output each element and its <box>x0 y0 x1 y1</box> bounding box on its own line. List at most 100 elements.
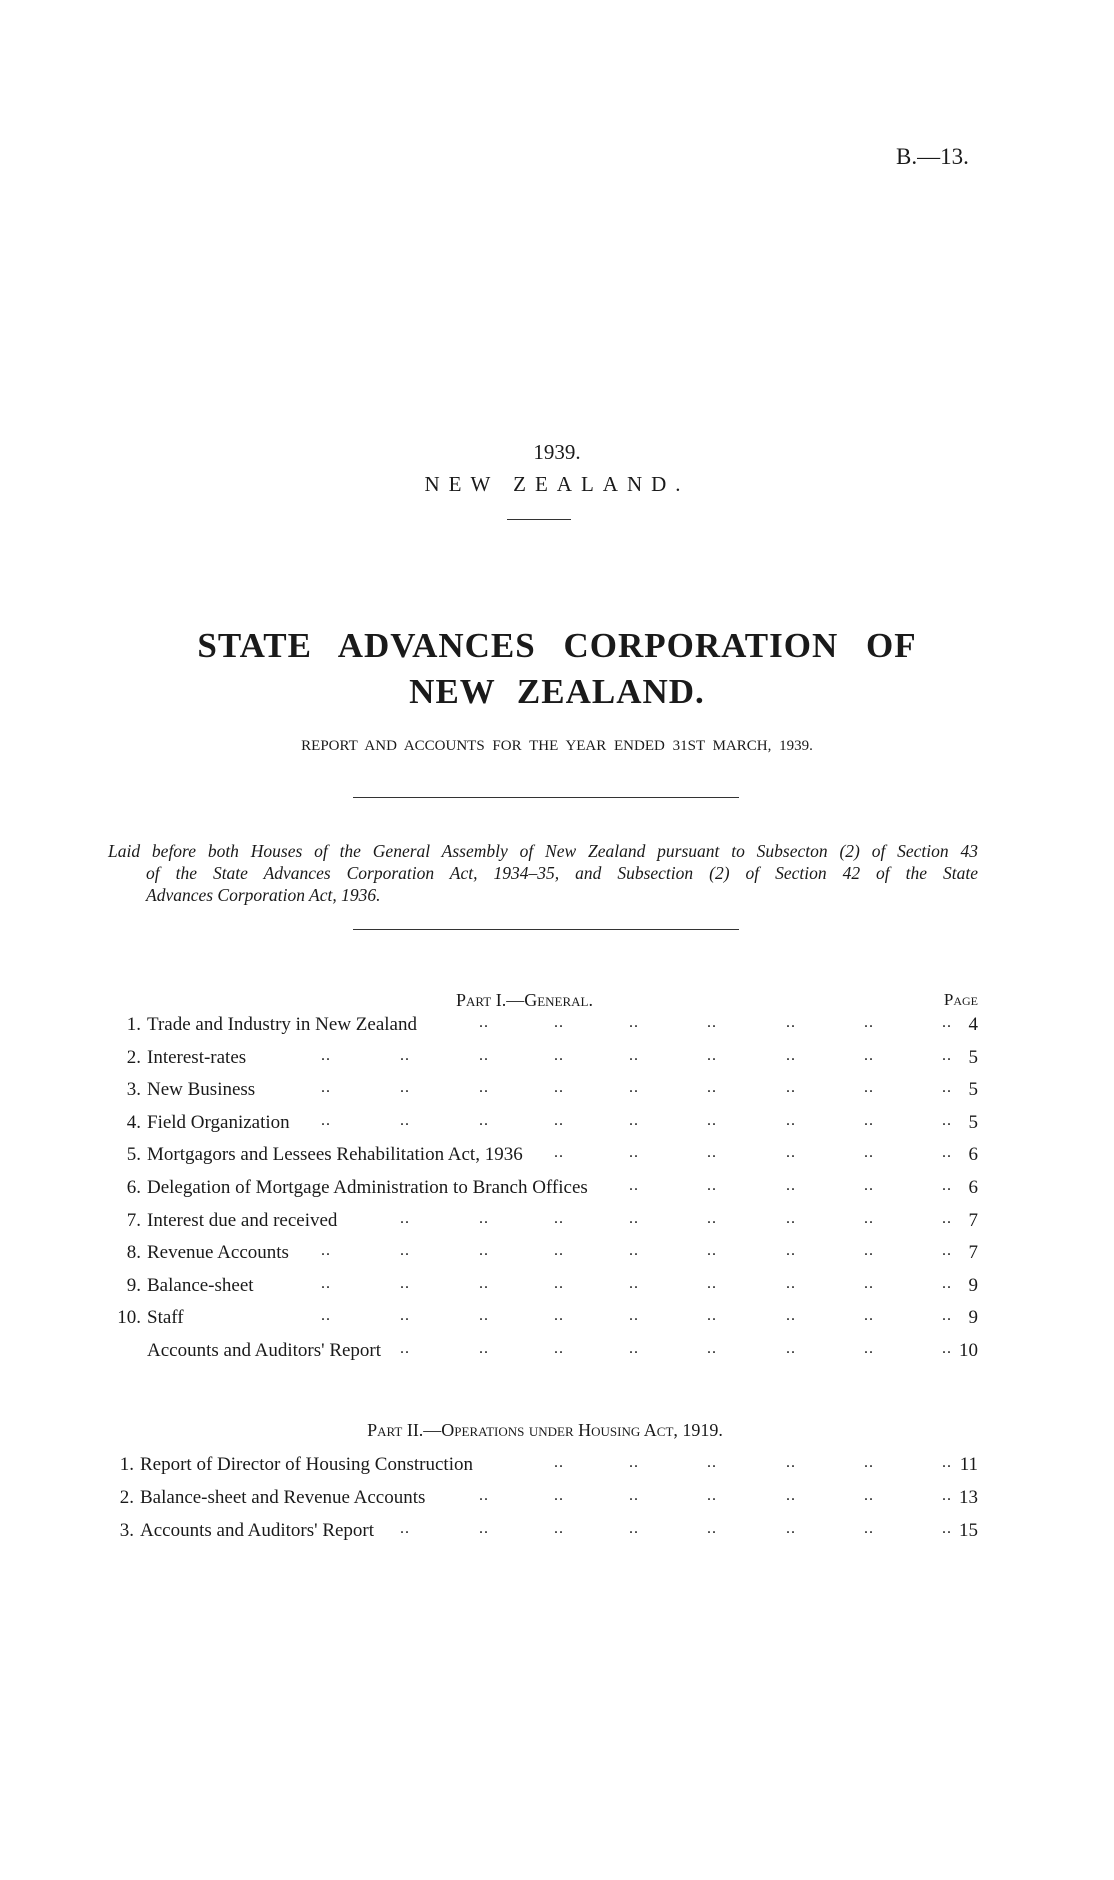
contents-entry: 3. New Business 5.................. <box>0 1079 1114 1105</box>
contents-entry: 3. Accounts and Auditors' Report 15.......… <box>0 1520 1114 1546</box>
dot-leader: .. <box>707 1242 717 1260</box>
laid-before-text: Laid before both Houses of the General A… <box>108 840 978 906</box>
dot-leader: .. <box>942 1046 952 1064</box>
dot-leader: .. <box>707 1144 717 1162</box>
dot-leader: .. <box>554 1307 564 1325</box>
dot-leader: .. <box>629 1177 639 1194</box>
dot-leader: .. <box>629 1274 639 1292</box>
entry-number: 10. <box>117 1307 141 1329</box>
entry-page: 15 <box>959 1520 978 1541</box>
dot-leader: .. <box>629 1144 639 1162</box>
entry-page: 6 <box>968 1144 979 1166</box>
entry-title: Trade and Industry in New Zealand <box>147 1014 417 1035</box>
dot-leader: .. <box>479 1340 489 1357</box>
entry-page: 9 <box>968 1307 979 1329</box>
dot-leader: .. <box>707 1487 717 1504</box>
dot-leader: .. <box>864 1046 874 1064</box>
dot-leader: .. <box>629 1454 639 1471</box>
dot-leader: .. <box>554 1209 564 1227</box>
dot-leader: .. <box>707 1079 717 1097</box>
entry-number: 4. <box>126 1111 141 1133</box>
entry-number: 1. <box>119 1454 134 1475</box>
contents-entry: Accounts and Auditors' Report 10.........… <box>0 1340 1114 1366</box>
laid-before-line1: Laid before both Houses of the General A… <box>108 841 978 861</box>
dot-leader: .. <box>400 1209 410 1227</box>
entry-number: 8. <box>126 1242 141 1264</box>
dot-leader: .. <box>629 1307 639 1325</box>
divider <box>353 797 739 798</box>
document-subtitle: REPORT AND ACCOUNTS FOR THE YEAR ENDED 3… <box>301 738 813 754</box>
entry-number: 3. <box>119 1520 134 1541</box>
contents-entry: 1. Report of Director of Housing Construc… <box>0 1454 1114 1480</box>
dot-leader: .. <box>629 1046 639 1064</box>
contents-entry: 7. Interest due and received 7............… <box>0 1210 1114 1236</box>
dot-leader: .. <box>321 1242 331 1260</box>
part2-heading: Part II.—Operations under Housing Act, 1… <box>367 1420 723 1440</box>
dot-leader: .. <box>942 1307 952 1325</box>
entry-number: 2. <box>119 1487 134 1508</box>
dot-leader: .. <box>864 1520 874 1537</box>
dot-leader: .. <box>942 1274 952 1292</box>
entry-title: Delegation of Mortgage Administration to… <box>147 1177 588 1198</box>
entry-page: 11 <box>959 1454 978 1475</box>
dot-leader: .. <box>786 1209 796 1227</box>
contents-entry: 2. Interest-rates 5.................. <box>0 1047 1114 1073</box>
dot-leader: .. <box>707 1454 717 1471</box>
dot-leader: .. <box>400 1079 410 1097</box>
dot-leader: .. <box>629 1014 639 1031</box>
dot-leader: .. <box>864 1014 874 1031</box>
dot-leader: .. <box>707 1274 717 1292</box>
dot-leader: .. <box>321 1111 331 1129</box>
document-title-line2: NEW ZEALAND. <box>409 672 705 711</box>
dot-leader: .. <box>864 1242 874 1260</box>
dot-leader: .. <box>400 1242 410 1260</box>
dot-leader: .. <box>321 1079 331 1097</box>
entry-page: 10 <box>959 1340 978 1361</box>
part1-heading: Part I.—General. <box>456 990 593 1010</box>
dot-leader: .. <box>479 1209 489 1227</box>
dot-leader: .. <box>479 1079 489 1097</box>
dot-leader: .. <box>400 1340 410 1357</box>
dot-leader: .. <box>554 1520 564 1537</box>
entry-number: 9. <box>126 1274 141 1296</box>
entry-title: Balance-sheet <box>147 1274 254 1296</box>
dot-leader: .. <box>707 1014 717 1031</box>
dot-leader: .. <box>554 1487 564 1504</box>
entry-page: 6 <box>968 1177 979 1198</box>
dot-leader: .. <box>707 1307 717 1325</box>
dot-leader: .. <box>629 1520 639 1537</box>
entry-number: 5. <box>126 1144 141 1166</box>
dot-leader: .. <box>864 1274 874 1292</box>
entry-title: Interest due and received <box>147 1209 338 1231</box>
dot-leader: .. <box>786 1454 796 1471</box>
dot-leader: .. <box>786 1520 796 1537</box>
dot-leader: .. <box>400 1307 410 1325</box>
dot-leader: .. <box>554 1340 564 1357</box>
dot-leader: .. <box>479 1520 489 1537</box>
entry-page: 5 <box>968 1111 979 1133</box>
dot-leader: .. <box>479 1307 489 1325</box>
dot-leader: .. <box>707 1340 717 1357</box>
entry-number: 3. <box>126 1079 141 1101</box>
divider <box>507 519 571 520</box>
entry-page: 7 <box>968 1242 979 1264</box>
entry-number: 1. <box>126 1014 141 1035</box>
dot-leader: .. <box>942 1144 952 1162</box>
dot-leader: .. <box>554 1014 564 1031</box>
contents-entry: 4. Field Organization 5.................. <box>0 1112 1114 1138</box>
dot-leader: .. <box>942 1209 952 1227</box>
dot-leader: .. <box>864 1487 874 1504</box>
dot-leader: .. <box>864 1177 874 1194</box>
entry-title: Accounts and Auditors' Report <box>147 1340 382 1361</box>
dot-leader: .. <box>479 1046 489 1064</box>
dot-leader: .. <box>942 1014 952 1031</box>
dot-leader: .. <box>942 1340 952 1357</box>
dot-leader: .. <box>864 1340 874 1357</box>
year: 1939. <box>533 440 581 464</box>
dot-leader: .. <box>942 1487 952 1504</box>
dot-leader: .. <box>629 1340 639 1357</box>
contents-entry: 2. Balance-sheet and Revenue Accounts 13..… <box>0 1487 1114 1513</box>
dot-leader: .. <box>786 1144 796 1162</box>
dot-leader: .. <box>786 1014 796 1031</box>
dot-leader: .. <box>786 1046 796 1064</box>
